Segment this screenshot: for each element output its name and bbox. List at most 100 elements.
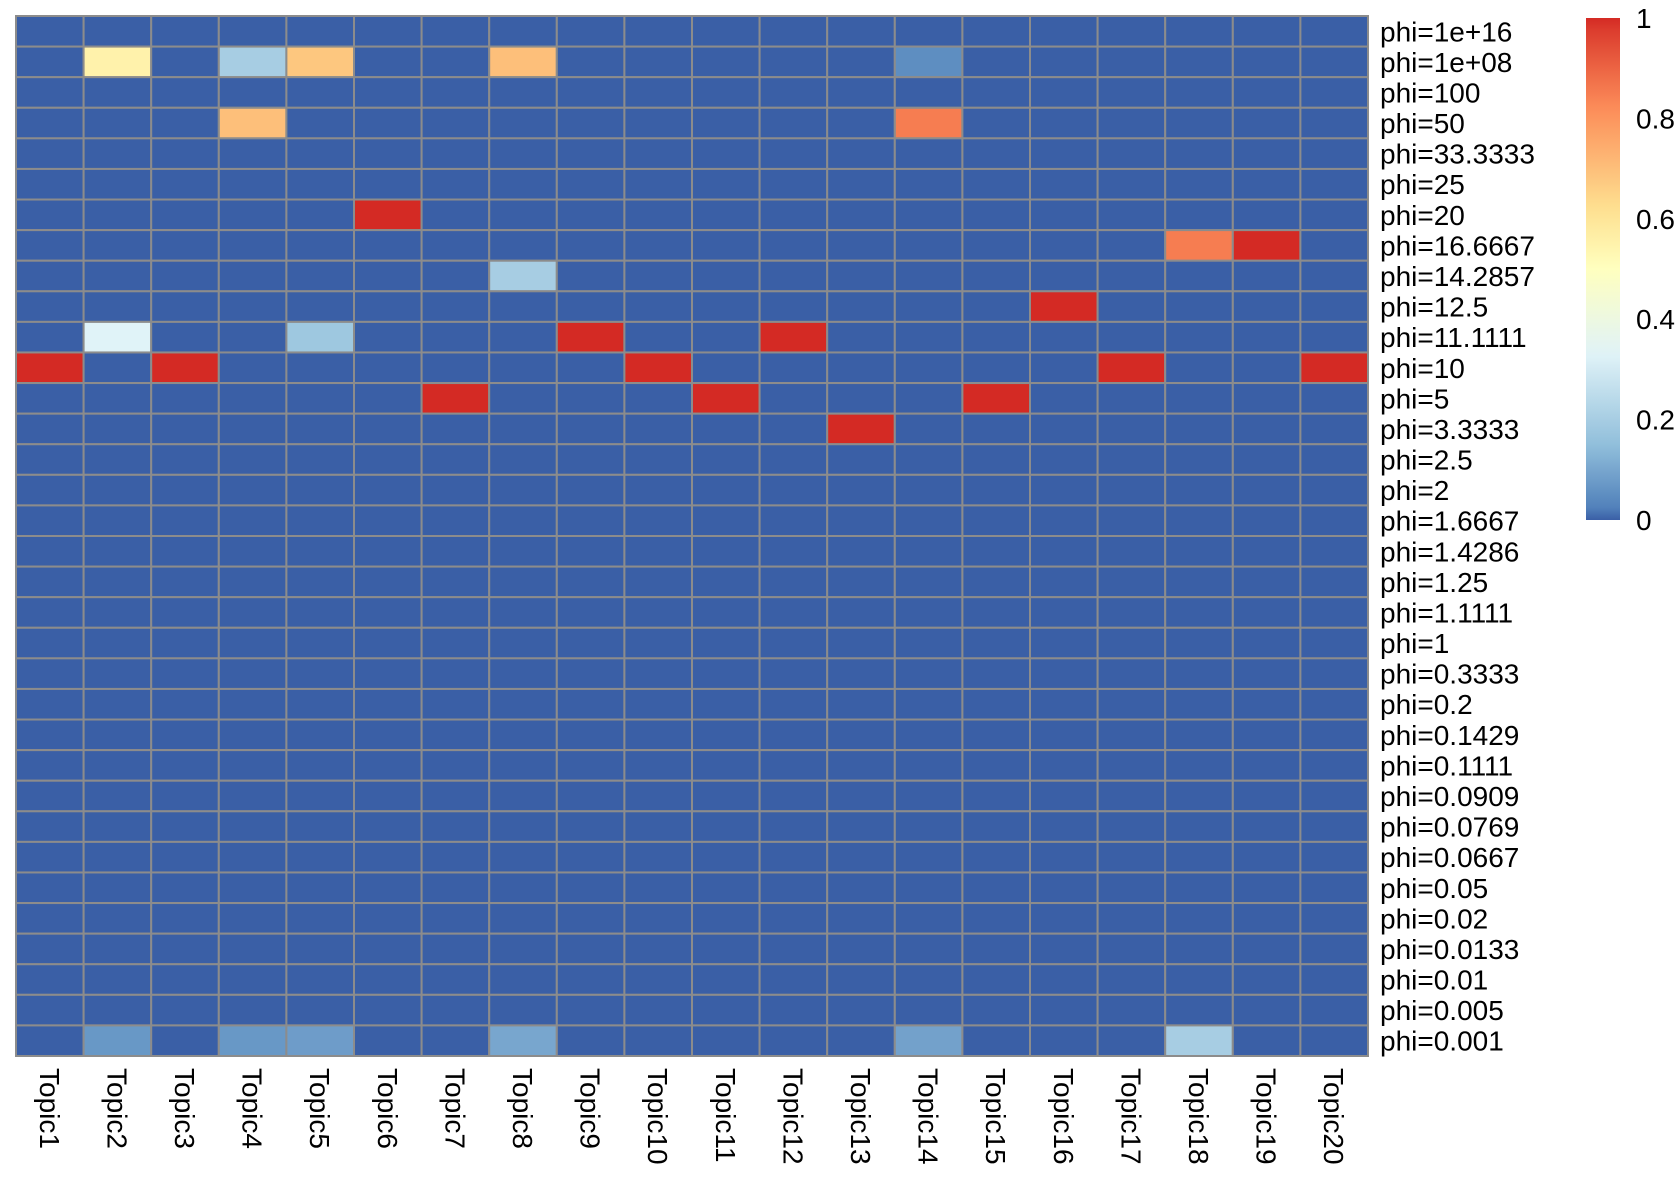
heatmap-cell bbox=[285, 351, 355, 385]
heatmap-cell bbox=[150, 504, 220, 538]
heatmap-cell bbox=[691, 687, 761, 721]
heatmap-cell bbox=[1096, 871, 1167, 905]
column-label: Topic9 bbox=[575, 1068, 606, 1149]
heatmap-cell bbox=[893, 351, 964, 385]
heatmap-cell bbox=[1299, 687, 1370, 721]
heatmap-cell bbox=[82, 565, 153, 599]
heatmap-cell bbox=[623, 259, 694, 293]
column-label: Topic3 bbox=[169, 1068, 200, 1149]
heatmap-cell bbox=[488, 290, 558, 323]
heatmap-cell bbox=[217, 137, 288, 170]
heatmap-cell bbox=[893, 963, 964, 996]
heatmap-cell bbox=[150, 932, 220, 966]
heatmap-cell bbox=[893, 473, 964, 507]
heatmap-cell bbox=[420, 657, 491, 690]
heatmap-cell bbox=[1299, 229, 1370, 262]
heatmap-cell bbox=[555, 810, 626, 843]
heatmap-cell bbox=[1231, 810, 1302, 843]
heatmap-cell bbox=[826, 76, 896, 109]
heatmap-cell bbox=[353, 810, 423, 843]
heatmap-cell bbox=[691, 1024, 761, 1057]
heatmap-cell bbox=[285, 106, 355, 140]
heatmap-cell bbox=[488, 351, 558, 385]
heatmap-cell bbox=[961, 871, 1032, 905]
heatmap-cell bbox=[420, 15, 491, 48]
heatmap-cell bbox=[555, 565, 626, 599]
heatmap-cell bbox=[82, 596, 153, 629]
heatmap-cell bbox=[826, 596, 896, 629]
heatmap-cell bbox=[961, 840, 1032, 874]
heatmap-cell bbox=[488, 993, 558, 1027]
heatmap-cell bbox=[826, 167, 896, 201]
row-label: phi=0.3333 bbox=[1380, 659, 1519, 690]
heatmap-cell bbox=[826, 840, 896, 874]
heatmap-cell bbox=[555, 443, 626, 476]
heatmap-cell bbox=[1299, 596, 1370, 629]
heatmap-cell bbox=[623, 320, 694, 354]
heatmap-cell bbox=[1096, 565, 1167, 599]
heatmap-cell bbox=[1231, 320, 1302, 354]
heatmap-cell bbox=[217, 473, 288, 507]
heatmap-cell bbox=[1096, 106, 1167, 140]
heatmap-cell bbox=[82, 779, 153, 813]
legend-color-bar bbox=[1586, 18, 1620, 520]
heatmap-cell bbox=[1231, 137, 1302, 170]
heatmap-cell bbox=[420, 535, 491, 568]
heatmap-cell bbox=[555, 198, 626, 232]
heatmap-cell bbox=[150, 902, 220, 935]
heatmap-cell bbox=[961, 504, 1032, 538]
heatmap-cell bbox=[217, 167, 288, 201]
heatmap-cell bbox=[217, 504, 288, 538]
heatmap-cell bbox=[555, 45, 626, 79]
heatmap-cell bbox=[623, 106, 694, 140]
heatmap-cell bbox=[623, 963, 694, 996]
heatmap-cell bbox=[1164, 902, 1234, 935]
heatmap-cell bbox=[1299, 902, 1370, 935]
heatmap-cell bbox=[15, 657, 85, 690]
heatmap-cell bbox=[893, 198, 964, 232]
heatmap-cell bbox=[1231, 76, 1302, 109]
heatmap-cell bbox=[758, 932, 829, 966]
heatmap-cell bbox=[961, 687, 1032, 721]
heatmap-cell bbox=[691, 412, 761, 446]
row-label: phi=14.2857 bbox=[1380, 261, 1535, 292]
heatmap-cell bbox=[758, 718, 829, 752]
heatmap-cell bbox=[217, 657, 288, 690]
heatmap-cell bbox=[691, 229, 761, 262]
heatmap-cell bbox=[758, 443, 829, 476]
heatmap-cell bbox=[150, 993, 220, 1027]
heatmap-cell bbox=[1096, 1024, 1167, 1057]
heatmap-cell bbox=[1096, 626, 1167, 660]
heatmap-cell bbox=[893, 259, 964, 293]
heatmap-cell bbox=[555, 626, 626, 660]
heatmap-cell bbox=[150, 15, 220, 48]
heatmap-cell bbox=[488, 535, 558, 568]
heatmap-cell bbox=[353, 15, 423, 48]
heatmap-cell bbox=[1029, 1024, 1099, 1057]
heatmap-cell bbox=[285, 626, 355, 660]
heatmap-cell bbox=[758, 351, 829, 385]
heatmap-cell bbox=[1029, 902, 1099, 935]
heatmap-cell bbox=[150, 963, 220, 996]
heatmap-cell bbox=[420, 76, 491, 109]
heatmap-cell bbox=[691, 963, 761, 996]
heatmap-cell bbox=[1029, 657, 1099, 690]
heatmap-cell bbox=[1164, 290, 1234, 323]
heatmap-cell bbox=[555, 106, 626, 140]
heatmap-cell bbox=[82, 626, 153, 660]
heatmap-cell bbox=[1299, 1024, 1370, 1057]
heatmap-cell bbox=[826, 565, 896, 599]
heatmap-cell bbox=[1096, 320, 1167, 354]
heatmap-cell bbox=[758, 749, 829, 782]
heatmap-cell bbox=[1029, 810, 1099, 843]
heatmap-cell bbox=[82, 351, 153, 385]
heatmap-cell bbox=[758, 382, 829, 415]
heatmap-cell bbox=[15, 932, 85, 966]
heatmap-cell bbox=[961, 565, 1032, 599]
heatmap-cell bbox=[1231, 626, 1302, 660]
heatmap-cell bbox=[826, 871, 896, 905]
heatmap-cell bbox=[420, 993, 491, 1027]
heatmap-cell bbox=[758, 290, 829, 323]
heatmap-cell bbox=[1164, 626, 1234, 660]
heatmap-cell bbox=[893, 412, 964, 446]
